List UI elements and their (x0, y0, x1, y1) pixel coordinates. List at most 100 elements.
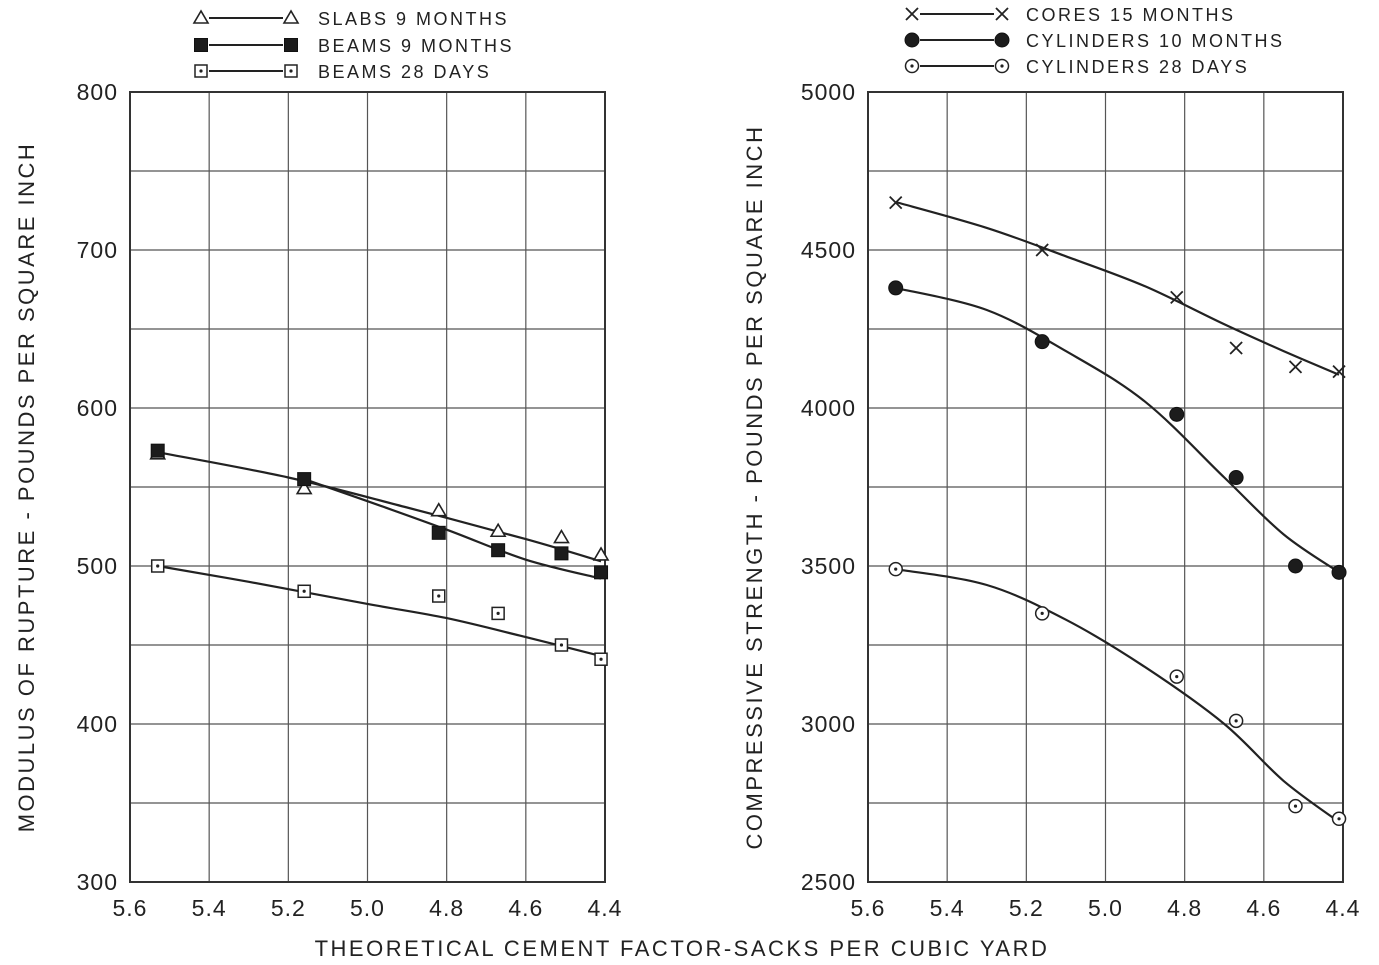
data-point (430, 502, 448, 517)
y-tick-label: 2500 (801, 869, 856, 895)
y-tick-label: 700 (77, 237, 118, 263)
legend-entry: CYLINDERS 10 MONTHS (904, 31, 1285, 51)
data-point (1229, 341, 1243, 355)
series-cylinders-10-months (888, 280, 1347, 580)
x-tick-label: 4.4 (1326, 895, 1361, 921)
data-point (1288, 558, 1303, 574)
y-tick-label: 3500 (801, 553, 856, 579)
data-point (554, 546, 569, 561)
data-point (1034, 334, 1050, 350)
legend-marker-end (995, 7, 1009, 21)
data-point (1169, 669, 1184, 684)
data-point (150, 443, 165, 458)
x-tick-label: 5.4 (192, 895, 227, 921)
y-tick-label: 400 (77, 711, 118, 737)
data-point (431, 525, 446, 540)
data-point (553, 528, 570, 544)
y-tick-label: 500 (77, 553, 118, 579)
series-curve (157, 564, 602, 658)
plot-frame (867, 91, 1344, 883)
data-point (888, 561, 903, 577)
legend-entry: BEAMS 9 MONTHS (194, 36, 514, 56)
legend-marker-end (284, 38, 298, 52)
x-tick-label: 5.4 (930, 895, 965, 921)
data-point (592, 546, 610, 561)
data-point (1035, 243, 1049, 257)
legend-marker-start (194, 64, 208, 78)
x-tick-label: 5.2 (271, 895, 306, 921)
series-beams-9-months (150, 443, 609, 580)
data-point (489, 522, 507, 538)
series-cylinders-28-days (888, 561, 1347, 827)
grid (868, 92, 1343, 882)
x-tick-label: 4.8 (1167, 895, 1202, 921)
legend-label: CORES 15 MONTHS (1026, 5, 1236, 25)
legend-marker-end (284, 64, 298, 78)
data-point (1228, 713, 1244, 729)
y-tick-label: 4000 (801, 395, 856, 421)
data-point (491, 543, 506, 558)
x-tick-label: 5.0 (1088, 895, 1123, 921)
series-curve (157, 451, 602, 563)
legend-label: BEAMS 9 MONTHS (318, 36, 514, 56)
data-point (295, 479, 313, 495)
data-point (1034, 606, 1050, 621)
legend-marker-start (904, 58, 920, 74)
y-axis-label: MODULUS OF RUPTURE - POUNDS PER SQUARE I… (14, 142, 39, 833)
legend-label: CYLINDERS 10 MONTHS (1026, 31, 1285, 51)
legend-label: BEAMS 28 DAYS (318, 62, 491, 82)
data-point (432, 589, 446, 603)
grid (130, 92, 605, 882)
y-tick-label: 5000 (801, 79, 856, 105)
y-tick-label: 600 (77, 395, 118, 421)
data-point (554, 638, 569, 652)
compressive-strength-chart: 5.6 5.4 5.2 5.0 4.8 4.6 4.4 5000 4500 4000 3500 300… (742, 5, 1361, 921)
legend-entry: CYLINDERS 28 DAYS (904, 57, 1249, 77)
data-point (1332, 365, 1346, 379)
data-point (889, 195, 903, 210)
legend-entry: SLABS 9 MONTHS (192, 9, 509, 29)
series-slabs-9-months (149, 445, 610, 563)
x-tick-label: 4.6 (1246, 895, 1281, 921)
series-curve (303, 478, 602, 580)
series-beams-28-days (150, 559, 608, 666)
data-point (1288, 798, 1303, 814)
data-point (297, 472, 312, 487)
series-curve (895, 568, 1340, 823)
data-point (150, 559, 165, 573)
series-curve (895, 286, 1340, 574)
data-point (888, 280, 904, 296)
legend-marker-end (994, 32, 1010, 48)
x-tick-label: 4.6 (508, 895, 543, 921)
legend-label: SLABS 9 MONTHS (318, 9, 509, 29)
data-point (1288, 360, 1303, 374)
legend-marker-start (194, 38, 208, 52)
x-axis-label: THEORETICAL CEMENT FACTOR-SACKS PER CUBI… (315, 936, 1050, 961)
modulus-of-rupture-chart: 5.6 5.4 5.2 5.0 4.8 4.6 4.4 800 700 600 500 400 300 M… (14, 9, 621, 921)
y-tick-label: 800 (77, 79, 118, 105)
data-point (1170, 290, 1184, 305)
data-point (297, 584, 311, 599)
y-tick-label: 4500 (801, 237, 856, 263)
legend-label: CYLINDERS 28 DAYS (1026, 57, 1249, 77)
legend-marker-start (192, 9, 210, 24)
y-axis-label: COMPRESSIVE STRENGTH - POUNDS PER SQUARE… (742, 125, 767, 850)
y-tick-label: 300 (77, 869, 118, 895)
data-point (594, 652, 608, 666)
legend-entry: BEAMS 28 DAYS (194, 62, 491, 82)
series-cores-15-months (889, 195, 1346, 379)
data-point (594, 565, 609, 580)
data-point (1169, 406, 1185, 422)
data-point (1228, 470, 1244, 486)
legend-marker-end (994, 58, 1010, 74)
x-tick-label: 5.0 (350, 895, 385, 921)
legend-marker-start (904, 32, 920, 48)
series-curve (895, 200, 1340, 376)
data-point (491, 606, 505, 621)
legend-marker-end (282, 9, 300, 24)
plot-frame (129, 91, 606, 883)
x-tick-label: 4.8 (429, 895, 464, 921)
y-tick-label: 3000 (801, 711, 856, 737)
x-tick-label: 5.2 (1009, 895, 1044, 921)
